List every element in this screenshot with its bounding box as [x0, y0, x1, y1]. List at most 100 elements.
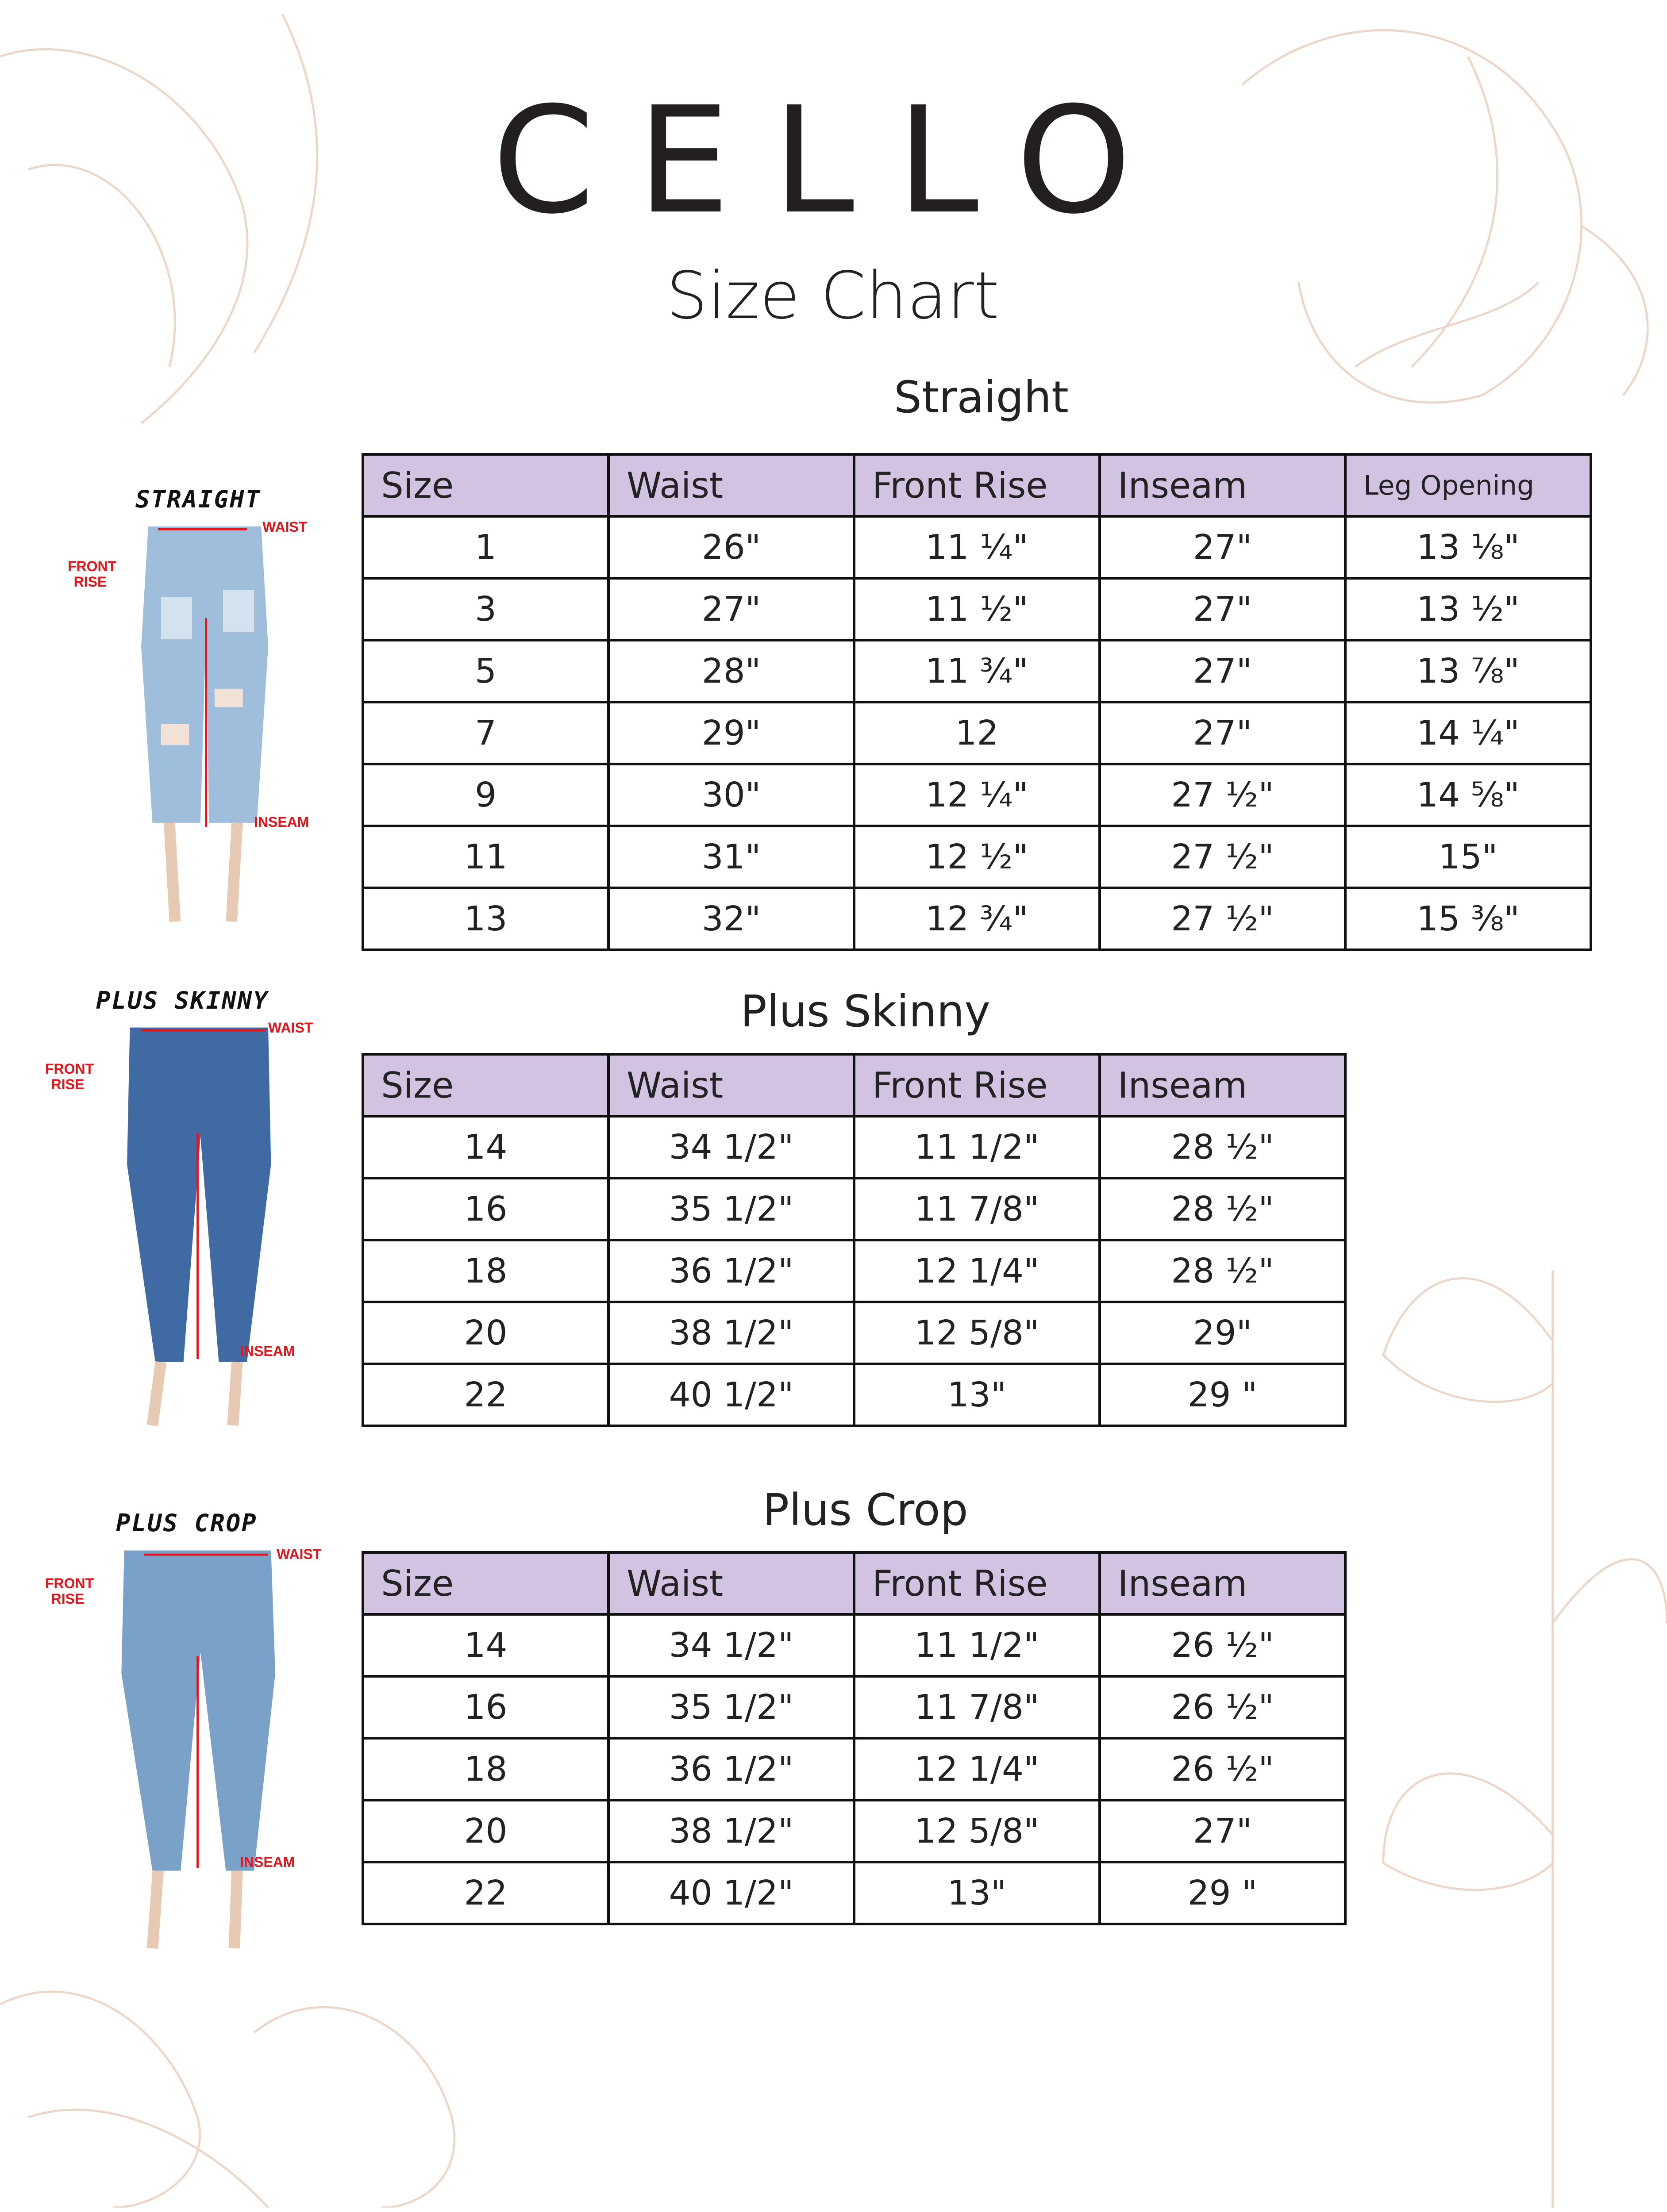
table-header-row: Size Waist Front Rise Inseam Leg Opening: [362, 453, 1592, 518]
table-row: 14 34 1/2" 11 1/2" 26 ½": [362, 1613, 1347, 1678]
table-cell: 12 ¼": [853, 763, 1101, 827]
table-cell: 12: [853, 701, 1101, 765]
column-header: Leg Opening: [1344, 453, 1592, 518]
table-cell: 26 ½": [1098, 1737, 1347, 1801]
table-cell: 11 1/2": [853, 1115, 1101, 1179]
table-cell: 28": [607, 639, 855, 703]
table-header-row: Size Waist Front Rise Inseam: [362, 1551, 1347, 1616]
table-cell: 29 ": [1098, 1363, 1347, 1427]
table-cell: 11 7/8": [853, 1675, 1101, 1740]
table-row: 7 29" 12 27" 14 ¼": [362, 701, 1592, 765]
table-cell: 18: [362, 1737, 610, 1801]
table-cell: 1: [362, 515, 610, 580]
column-header: Inseam: [1098, 1551, 1347, 1616]
table-cell: 27": [1098, 701, 1347, 765]
plus-crop-jeans-image: [121, 1550, 275, 1949]
table-cell: 35 1/2": [607, 1675, 855, 1740]
table-cell: 11 ¾": [853, 639, 1101, 703]
table-cell: 38 1/2": [607, 1301, 855, 1365]
table-cell: 3: [362, 577, 610, 641]
table-cell: 29 ": [1098, 1861, 1347, 1925]
column-header: Front Rise: [853, 453, 1101, 518]
table-cell: 27": [607, 577, 855, 641]
column-header: Inseam: [1098, 453, 1347, 518]
table-cell: 11 ½": [853, 577, 1101, 641]
section-title-straight: Straight: [894, 372, 1069, 423]
table-cell: 28 ½": [1098, 1177, 1347, 1241]
inseam-label: INSEAM: [240, 1854, 295, 1870]
table-header-row: Size Waist Front Rise Inseam: [362, 1053, 1347, 1118]
table-cell: 12 1/4": [853, 1737, 1101, 1801]
column-header: Waist: [607, 1551, 855, 1616]
table-cell: 22: [362, 1363, 610, 1427]
table-cell: 11 ¼": [853, 515, 1101, 580]
table-row: 3 27" 11 ½" 27" 13 ½": [362, 577, 1592, 641]
table-cell: 32": [607, 887, 855, 951]
table-cell: 26": [607, 515, 855, 580]
straight-image-label: STRAIGHT: [135, 485, 262, 513]
plus-skinny-jeans-image: [127, 1027, 271, 1426]
section-title-plus-skinny: Plus Skinny: [740, 986, 990, 1037]
section-title-plus-crop: Plus Crop: [762, 1485, 968, 1536]
table-row: 18 36 1/2" 12 1/4" 28 ½": [362, 1239, 1347, 1303]
table-cell: 16: [362, 1675, 610, 1740]
brand-logo: CELLO: [492, 76, 1174, 246]
table-row: 22 40 1/2" 13" 29 ": [362, 1363, 1347, 1427]
table-cell: 27 ½": [1098, 763, 1347, 827]
straight-size-table: Size Waist Front Rise Inseam Leg Opening…: [362, 453, 1592, 951]
table-cell: 12 5/8": [853, 1799, 1101, 1863]
table-cell: 29": [607, 701, 855, 765]
table-cell: 22: [362, 1861, 610, 1925]
table-row: 16 35 1/2" 11 7/8" 28 ½": [362, 1177, 1347, 1241]
table-cell: 28 ½": [1098, 1239, 1347, 1303]
table-cell: 13: [362, 887, 610, 951]
table-row: 22 40 1/2" 13" 29 ": [362, 1861, 1347, 1925]
front-rise-label: FRONT RISE: [68, 558, 117, 590]
table-row: 20 38 1/2" 12 5/8" 29": [362, 1301, 1347, 1365]
table-row: 16 35 1/2" 11 7/8" 26 ½": [362, 1675, 1347, 1740]
table-cell: 12 5/8": [853, 1301, 1101, 1365]
table-cell: 20: [362, 1799, 610, 1863]
table-row: 9 30" 12 ¼" 27 ½" 14 ⅝": [362, 763, 1592, 827]
table-cell: 31": [607, 825, 855, 889]
table-cell: 14 ⅝": [1344, 763, 1592, 827]
table-cell: 28 ½": [1098, 1115, 1347, 1179]
table-cell: 15 ⅜": [1344, 887, 1592, 951]
table-cell: 27": [1098, 515, 1347, 580]
table-cell: 7: [362, 701, 610, 765]
column-header: Size: [362, 1551, 610, 1616]
table-cell: 18: [362, 1239, 610, 1303]
table-cell: 36 1/2": [607, 1239, 855, 1303]
table-cell: 12 ½": [853, 825, 1101, 889]
column-header: Size: [362, 453, 610, 518]
front-rise-label: FRONT RISE: [45, 1575, 94, 1607]
table-cell: 29": [1098, 1301, 1347, 1365]
table-cell: 30": [607, 763, 855, 827]
table-cell: 13 ⅛": [1344, 515, 1592, 580]
table-cell: 14 ¼": [1344, 701, 1592, 765]
table-cell: 11 1/2": [853, 1613, 1101, 1678]
table-cell: 13": [853, 1861, 1101, 1925]
column-header: Front Rise: [853, 1053, 1101, 1118]
table-cell: 40 1/2": [607, 1363, 855, 1427]
table-cell: 13 ½": [1344, 577, 1592, 641]
table-cell: 26 ½": [1098, 1675, 1347, 1740]
table-cell: 34 1/2": [607, 1115, 855, 1179]
plus-skinny-image-label: PLUS SKINNY: [96, 987, 269, 1014]
table-cell: 13": [853, 1363, 1101, 1427]
table-cell: 11 7/8": [853, 1177, 1101, 1241]
table-cell: 12 ¾": [853, 887, 1101, 951]
table-cell: 36 1/2": [607, 1737, 855, 1801]
table-cell: 14: [362, 1115, 610, 1179]
page-title: Size Chart: [666, 258, 1000, 334]
table-cell: 16: [362, 1177, 610, 1241]
table-cell: 5: [362, 639, 610, 703]
table-cell: 27": [1098, 1799, 1347, 1863]
table-cell: 35 1/2": [607, 1177, 855, 1241]
front-rise-label: FRONT RISE: [45, 1061, 94, 1092]
plus-crop-size-table: Size Waist Front Rise Inseam 14 34 1/2" 11…: [362, 1551, 1347, 1925]
column-header: Inseam: [1098, 1053, 1347, 1118]
table-row: 20 38 1/2" 12 5/8" 27": [362, 1799, 1347, 1863]
column-header: Front Rise: [853, 1551, 1101, 1616]
